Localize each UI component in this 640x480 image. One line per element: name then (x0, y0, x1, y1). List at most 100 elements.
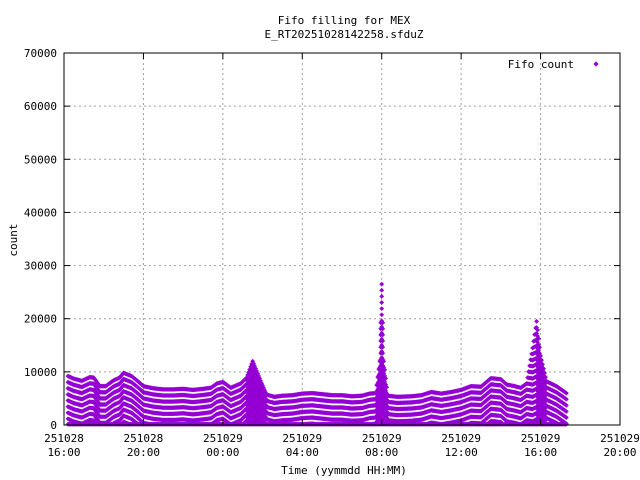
y-tick-label: 70000 (24, 47, 57, 60)
axes: 0 10000 20000 30000 40000 50000 60000 70000 2510… (24, 47, 640, 459)
data-point (251, 367, 257, 373)
data-point (563, 396, 569, 402)
data-point (540, 368, 545, 373)
y-tick-label: 0 (50, 419, 57, 432)
data-point (375, 405, 381, 411)
data-point (537, 363, 542, 369)
data-point (383, 394, 389, 400)
data-point (250, 389, 256, 395)
data-point (263, 396, 268, 401)
data-point (95, 405, 101, 411)
y-tick-label: 60000 (24, 100, 57, 113)
data-point (246, 388, 252, 393)
data-point (535, 364, 540, 370)
data-point (536, 336, 541, 342)
data-point (540, 386, 545, 392)
data-point (534, 398, 539, 404)
data-point (538, 353, 543, 359)
data-point (534, 325, 539, 330)
data-point (535, 413, 540, 418)
data-point (537, 418, 542, 424)
data-point (92, 382, 98, 388)
data-point (379, 397, 385, 403)
data-point (539, 394, 544, 400)
data-point (92, 413, 98, 419)
data-point (92, 401, 98, 406)
data-point (246, 369, 252, 375)
data-point (379, 324, 385, 330)
data-point (380, 338, 386, 344)
data-point (377, 358, 383, 364)
data-point (379, 306, 385, 312)
data-point (379, 416, 385, 422)
x-tick-label: 251029 (203, 432, 243, 445)
data-point (377, 407, 383, 413)
data-point (379, 281, 385, 287)
data-point (379, 330, 385, 336)
data-point (92, 395, 98, 400)
data-point (380, 332, 386, 338)
data-point (91, 387, 97, 393)
x-tick-label: 251029 (521, 432, 561, 445)
data-point (538, 365, 543, 371)
data-point (383, 376, 389, 381)
data-point (539, 357, 544, 363)
data-point (381, 358, 387, 364)
x-tick-label: 251029 (362, 432, 402, 445)
x-tick-label: 04:00 (286, 446, 319, 459)
data-point (538, 384, 543, 389)
data-point (379, 300, 385, 305)
data-point (252, 382, 258, 387)
x-tick-label: 251029 (282, 432, 322, 445)
data-point (536, 348, 541, 354)
x-tick-label: 251028 (44, 432, 84, 445)
data-point (244, 387, 250, 393)
data-point (246, 406, 252, 412)
x-tick-label: 20:00 (603, 446, 636, 459)
data-point (244, 418, 250, 423)
data-point (94, 385, 100, 391)
data-point (379, 287, 385, 293)
data-point (251, 404, 257, 409)
data-point (541, 415, 546, 420)
data-point (247, 403, 253, 409)
data-point (377, 389, 383, 395)
data-point (535, 327, 540, 333)
data-point (380, 344, 386, 350)
data-point (96, 400, 102, 406)
data-point (536, 397, 541, 403)
fifo-count-points (65, 281, 569, 427)
data-point (536, 379, 541, 384)
data-point (384, 384, 390, 390)
data-point (541, 366, 546, 372)
data-point (380, 320, 386, 326)
y-axis-label: count (7, 223, 20, 256)
data-point (376, 415, 382, 421)
data-point (94, 397, 100, 403)
data-point (94, 379, 100, 385)
data-point (540, 404, 545, 410)
data-point (250, 407, 256, 413)
x-tick-label: 251028 (124, 432, 164, 445)
data-point (377, 377, 383, 382)
data-point (379, 361, 385, 367)
data-point (539, 376, 544, 381)
data-point (93, 402, 99, 408)
data-point (384, 409, 390, 414)
y-tick-label: 20000 (24, 313, 57, 326)
data-point (252, 412, 258, 418)
x-tick-label: 16:00 (47, 446, 80, 459)
x-tick-label: 08:00 (365, 446, 398, 459)
data-point (539, 412, 544, 418)
data-point (380, 326, 386, 332)
y-tick-label: 50000 (24, 153, 57, 166)
y-tick-label: 10000 (24, 366, 57, 379)
x-tick-label: 16:00 (524, 446, 557, 459)
data-point (379, 293, 385, 299)
x-tick-label: 251029 (441, 432, 481, 445)
data-point (537, 381, 542, 387)
data-point (91, 418, 97, 423)
data-point (252, 363, 258, 369)
data-point (376, 379, 382, 384)
